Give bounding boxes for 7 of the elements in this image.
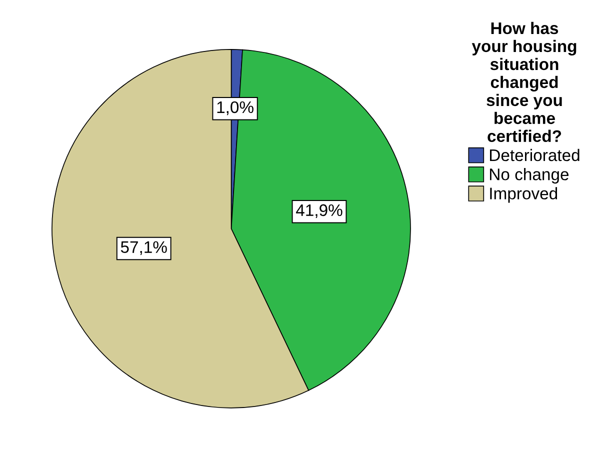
- data-label: 41,9%: [296, 204, 342, 218]
- data-label: 1,0%: [217, 101, 254, 116]
- legend-label: Deteriorated: [490, 148, 580, 162]
- data-label: 57,1%: [120, 241, 167, 255]
- legend-title: How has your housing situation changed since you became certified?: [472, 22, 576, 142]
- legend-label: Improved: [490, 187, 558, 203]
- legend-label: No change: [490, 168, 569, 184]
